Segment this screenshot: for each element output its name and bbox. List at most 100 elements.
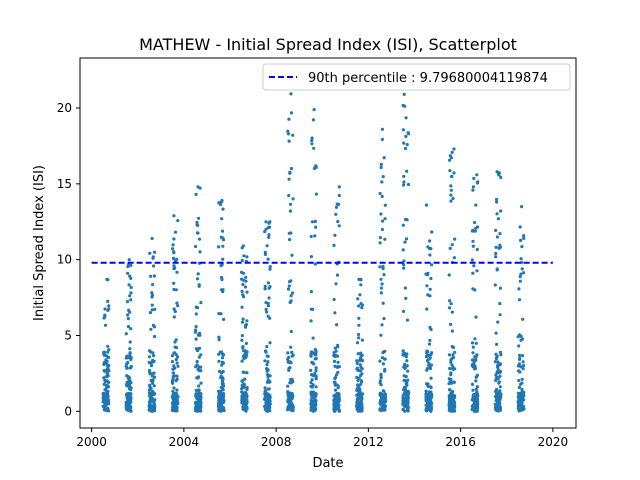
data-point [286, 351, 290, 355]
data-point [450, 329, 454, 333]
data-point [149, 364, 154, 368]
data-point [401, 103, 405, 108]
data-point [170, 354, 174, 358]
data-point [310, 378, 314, 382]
data-point [128, 355, 132, 359]
data-point [265, 380, 269, 384]
data-point [382, 401, 386, 405]
data-point [267, 235, 271, 239]
data-point [425, 350, 430, 354]
data-point [518, 279, 522, 283]
data-point [222, 317, 226, 321]
data-point [498, 286, 502, 290]
data-point [126, 313, 130, 317]
data-point [311, 383, 315, 387]
data-point [288, 238, 292, 242]
data-point [104, 403, 108, 407]
data-point [264, 220, 268, 224]
data-point [336, 407, 340, 411]
data-point [172, 307, 176, 311]
data-point [403, 240, 407, 244]
data-point [103, 323, 108, 327]
data-point [448, 246, 452, 250]
data-point [288, 394, 292, 398]
data-point [217, 359, 221, 363]
data-point [195, 277, 200, 281]
data-point [174, 288, 178, 292]
data-point [125, 300, 130, 304]
data-point [402, 180, 406, 184]
data-point [357, 316, 361, 320]
data-point [106, 278, 110, 282]
data-point [266, 354, 270, 358]
data-point [360, 359, 365, 363]
data-point [309, 307, 313, 311]
data-point [358, 369, 363, 373]
data-point [263, 230, 267, 234]
data-point [517, 378, 521, 383]
data-point [267, 400, 272, 404]
data-point [194, 192, 198, 196]
data-point [429, 401, 433, 405]
data-point [356, 379, 360, 383]
data-point [497, 246, 501, 250]
data-point [245, 386, 249, 390]
data-point [519, 334, 523, 338]
data-point [289, 345, 293, 349]
data-point [451, 356, 455, 360]
data-point [150, 303, 154, 307]
data-point [265, 244, 269, 248]
data-point [378, 241, 382, 245]
data-point [125, 383, 129, 387]
data-point [403, 146, 408, 151]
data-point [314, 374, 318, 379]
data-point [404, 237, 409, 241]
data-point [403, 365, 407, 369]
data-point [242, 278, 246, 282]
data-point [196, 376, 200, 380]
data-point [430, 230, 434, 234]
data-point [314, 192, 318, 196]
data-point [198, 250, 202, 254]
data-point [473, 337, 477, 341]
data-point [380, 323, 384, 327]
data-point [172, 264, 176, 268]
data-point [199, 381, 203, 385]
data-point [105, 363, 109, 367]
data-point [173, 230, 178, 234]
data-point [219, 376, 223, 380]
data-point [128, 409, 132, 413]
data-point [289, 381, 293, 385]
data-point [520, 245, 524, 249]
data-point [425, 408, 429, 412]
data-point [267, 296, 271, 300]
data-point [264, 350, 268, 354]
data-point [241, 379, 245, 383]
data-point [152, 274, 156, 278]
data-point [266, 314, 270, 318]
data-point [242, 403, 246, 408]
data-point [196, 231, 200, 235]
x-tick-label: 2008 [261, 435, 292, 449]
data-point [175, 301, 179, 305]
data-point [217, 335, 221, 339]
data-point [312, 397, 317, 401]
data-point [498, 302, 502, 306]
data-point [402, 388, 406, 392]
data-point [263, 287, 267, 291]
data-point [332, 297, 336, 302]
data-point [197, 332, 201, 336]
data-point [151, 255, 155, 259]
data-point [287, 117, 291, 121]
data-point [471, 188, 475, 192]
data-point [266, 404, 270, 409]
data-point [497, 390, 501, 394]
data-point [359, 283, 363, 287]
data-point [171, 404, 175, 409]
data-point [217, 352, 221, 356]
data-point [107, 304, 111, 308]
data-point [218, 202, 223, 207]
data-point [291, 197, 295, 201]
data-point [266, 304, 270, 308]
data-point [125, 394, 129, 398]
